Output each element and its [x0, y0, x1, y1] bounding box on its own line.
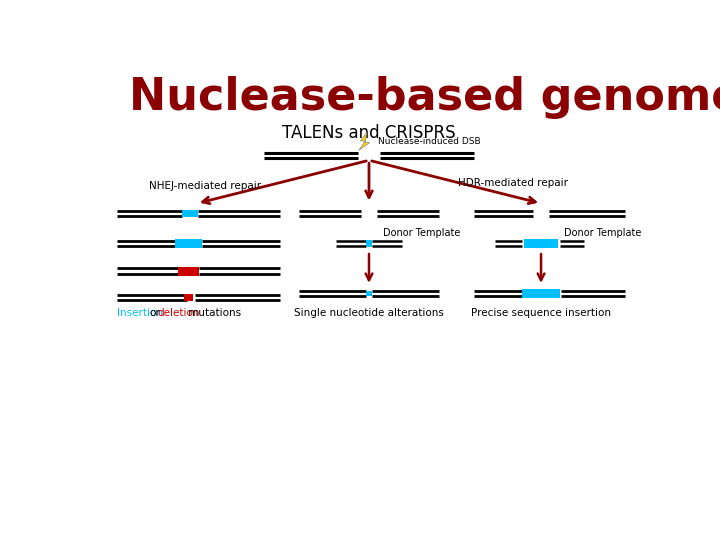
Bar: [366, 291, 372, 296]
Bar: [184, 294, 193, 301]
Text: or: or: [150, 308, 161, 318]
Bar: [522, 289, 560, 298]
Text: NHEJ-mediated repair: NHEJ-mediated repair: [148, 181, 261, 192]
Text: HDR-mediated repair: HDR-mediated repair: [458, 178, 568, 188]
Bar: [182, 210, 198, 217]
Text: Nuclease-induced DSB: Nuclease-induced DSB: [378, 137, 481, 146]
Text: deletion: deletion: [158, 308, 200, 318]
Bar: [524, 239, 558, 248]
Text: Precise sequence insertion: Precise sequence insertion: [471, 308, 611, 318]
Polygon shape: [359, 132, 370, 150]
Text: Single nucleotide alterations: Single nucleotide alterations: [294, 308, 444, 318]
Text: Insertion: Insertion: [117, 308, 163, 318]
Bar: [175, 239, 202, 248]
Text: Nuclease-based genome editing: Nuclease-based genome editing: [129, 76, 720, 119]
Bar: [366, 240, 372, 247]
Bar: [179, 267, 199, 276]
Text: Donor Template: Donor Template: [564, 228, 642, 238]
Text: Donor Template: Donor Template: [383, 228, 460, 239]
Text: mutations: mutations: [185, 308, 241, 318]
Text: TALENs and CRISPRS: TALENs and CRISPRS: [282, 124, 456, 141]
